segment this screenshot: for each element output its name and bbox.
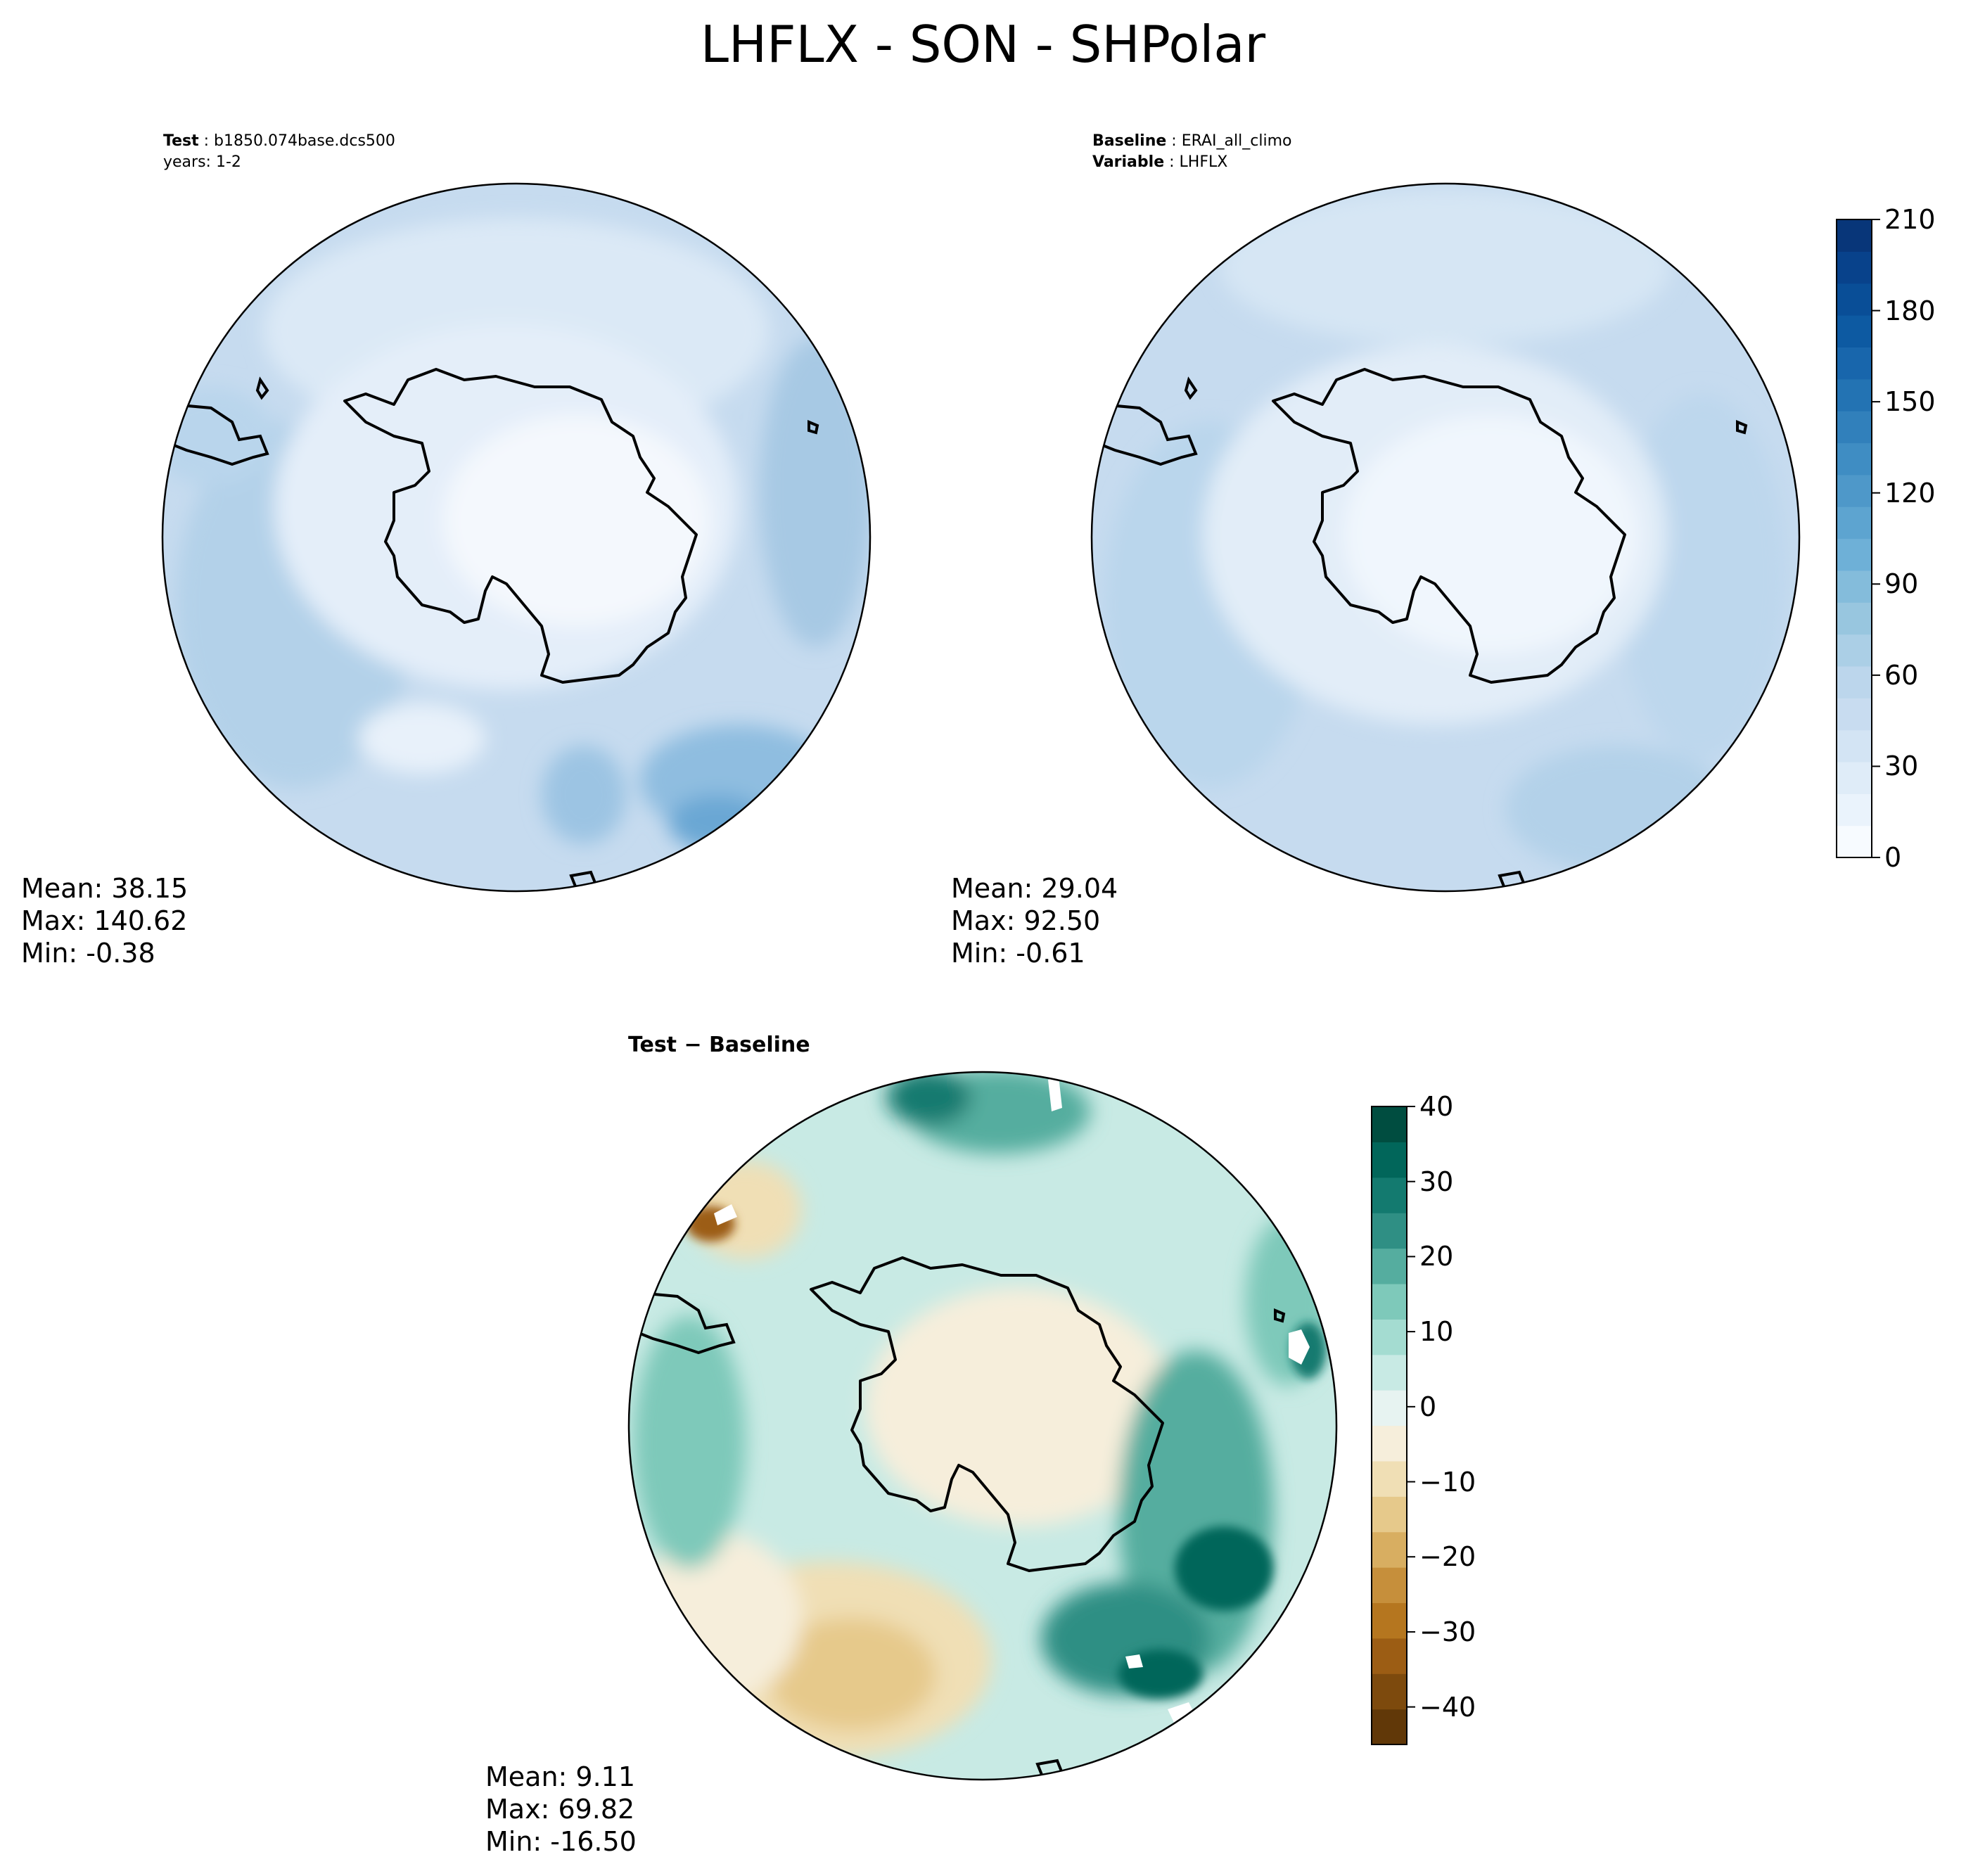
colorbar-tick-label: 210 [1884, 204, 1936, 235]
colorbar-level [1372, 1319, 1407, 1355]
colorbar-level [1372, 1283, 1407, 1320]
test-label: Test [163, 132, 199, 150]
colorbar-level [1372, 1248, 1407, 1284]
baseline-mean: Mean: 29.04 [951, 873, 1118, 904]
colorbar-level [1837, 634, 1872, 667]
colorbar-tick-label: −10 [1419, 1466, 1476, 1498]
variable-label: Variable [1092, 153, 1165, 171]
colorbar-level [1837, 251, 1872, 284]
colorbar-tick-label: 40 [1419, 1091, 1454, 1122]
colorbar-level [1837, 538, 1872, 571]
difference-title: Test − Baseline [628, 1033, 810, 1057]
test-min: Min: -0.38 [21, 938, 155, 969]
colorbar-level [1372, 1213, 1407, 1249]
colorbar-level [1837, 283, 1872, 316]
difference-stats: Mean: 9.11 Max: 69.82 Min: -16.50 [485, 1761, 637, 1858]
figure-title: LHFLX - SON - SHPolar [700, 15, 1266, 74]
colorbar-level [1372, 1354, 1407, 1391]
baseline-header-line2: Variable : LHFLX [1092, 153, 1228, 171]
test-case-name: b1850.074base.dcs500 [214, 132, 395, 150]
colorbar-level [1837, 825, 1872, 858]
baseline-label: Baseline [1092, 132, 1167, 150]
colorbar-level [1837, 761, 1872, 794]
variable-name: LHFLX [1179, 153, 1228, 171]
colorbar-tick-label: 90 [1884, 568, 1919, 600]
test-header-line1: Test : b1850.074base.dcs500 [163, 132, 395, 150]
baseline-dataset-name: ERAI_all_climo [1181, 132, 1292, 150]
test-years: years: 1-2 [163, 153, 241, 171]
colorbar-tick-label: 30 [1884, 751, 1919, 782]
colorbar-frame [1836, 219, 1872, 858]
colorbar-tick-label: 20 [1419, 1241, 1454, 1272]
colorbar-level [1837, 347, 1872, 380]
colorbar-level [1372, 1531, 1407, 1568]
colorbar-level [1837, 378, 1872, 411]
colorbar-level [1837, 602, 1872, 635]
colorbar-level [1837, 665, 1872, 698]
colorbar-level [1837, 219, 1872, 252]
difference-min: Min: -16.50 [485, 1826, 637, 1857]
colorbar-level [1372, 1673, 1407, 1710]
colorbar-tick-label: 180 [1884, 295, 1936, 326]
baseline-header-line1: Baseline : ERAI_all_climo [1092, 132, 1292, 150]
colorbar-level [1372, 1460, 1407, 1497]
colorbar-level [1837, 698, 1872, 731]
baseline-min: Min: -0.61 [951, 938, 1085, 969]
baseline-max: Max: 92.50 [951, 905, 1101, 936]
difference-map [629, 1072, 1336, 1780]
colorbar-tick-label: 10 [1419, 1316, 1454, 1348]
colorbar-level [1372, 1425, 1407, 1462]
colorbar-level [1837, 442, 1872, 476]
colorbar-level [1372, 1709, 1407, 1745]
colorbar-level [1837, 315, 1872, 347]
test-mean: Mean: 38.15 [21, 873, 189, 904]
colorbar-level [1372, 1390, 1407, 1427]
colorbar-level [1372, 1142, 1407, 1178]
colorbar-level [1372, 1496, 1407, 1533]
colorbar-tick-label: −20 [1419, 1541, 1476, 1573]
difference-max: Max: 69.82 [485, 1794, 635, 1825]
colorbar-tick-label: 0 [1884, 842, 1902, 873]
colorbar-level [1372, 1638, 1407, 1674]
colorbar-level [1372, 1106, 1407, 1142]
colorbar-level [1837, 793, 1872, 827]
colorbar-tick-label: 30 [1419, 1166, 1454, 1197]
colorbar-level [1837, 729, 1872, 762]
baseline-map [1092, 184, 1799, 891]
colorbar-tick-label: 150 [1884, 386, 1936, 418]
colorbar-frame [1371, 1106, 1408, 1745]
colorbar-tick-label: 120 [1884, 477, 1936, 509]
colorbar-level [1372, 1567, 1407, 1604]
colorbar-level [1837, 474, 1872, 507]
colorbar-difference [1371, 1106, 1415, 1745]
colorbar-level [1837, 570, 1872, 603]
test-stats: Mean: 38.15 Max: 140.62 Min: -0.38 [21, 872, 188, 969]
colorbar-level [1837, 411, 1872, 444]
colorbar-level [1372, 1602, 1407, 1639]
baseline-stats: Mean: 29.04 Max: 92.50 Min: -0.61 [951, 872, 1118, 969]
test-map [162, 184, 870, 891]
colorbar-level [1372, 1177, 1407, 1213]
colorbar-tick-label: −30 [1419, 1616, 1476, 1647]
colorbar-tick-label: 0 [1419, 1391, 1437, 1422]
test-max: Max: 140.62 [21, 905, 188, 936]
colorbar-absolute [1836, 219, 1880, 858]
colorbar-tick-label: 60 [1884, 659, 1919, 691]
colorbar-level [1837, 506, 1872, 540]
colorbar-tick-label: −40 [1419, 1691, 1476, 1723]
difference-mean: Mean: 9.11 [485, 1761, 636, 1792]
